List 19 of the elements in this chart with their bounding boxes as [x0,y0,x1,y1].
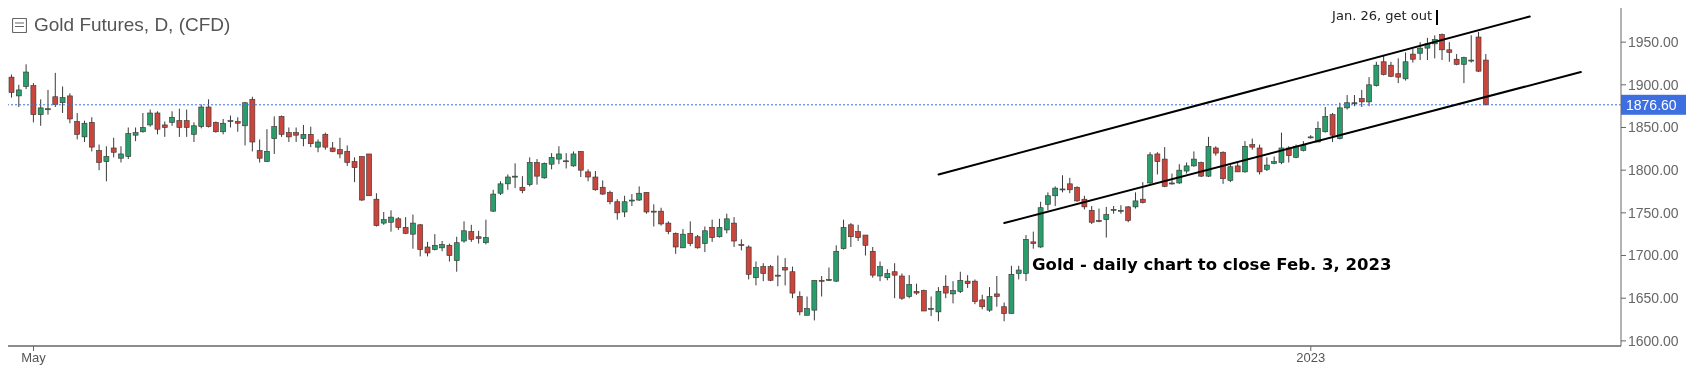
y-tick-label: 1650.00 [1628,290,1679,307]
y-tick-label: 1750.00 [1628,204,1679,221]
chart-title: Gold Futures, D, (CFD) [34,14,231,36]
x-tick-label: May [21,350,47,366]
candlestick [1103,206,1110,239]
y-tick-label: 1800.00 [1628,162,1679,179]
annotation: Jan. 26, get out [1332,8,1432,23]
y-tick-label: 1600.00 [1628,332,1679,349]
annotation: Gold - daily chart to close Feb. 3, 2023 [1032,255,1392,274]
candlestick [110,137,117,158]
y-tick-label: 1950.00 [1628,34,1679,51]
candlestick [140,112,146,134]
y-tick-label: 1900.00 [1628,76,1679,93]
y-tick-label: 1850.00 [1628,119,1679,136]
y-tick-label: 1700.00 [1628,247,1679,264]
candlestick [789,266,796,299]
ref-line-label: 1876.60 [1626,96,1677,113]
candlestick [782,257,788,286]
x-tick-label: 2023 [1296,350,1326,366]
